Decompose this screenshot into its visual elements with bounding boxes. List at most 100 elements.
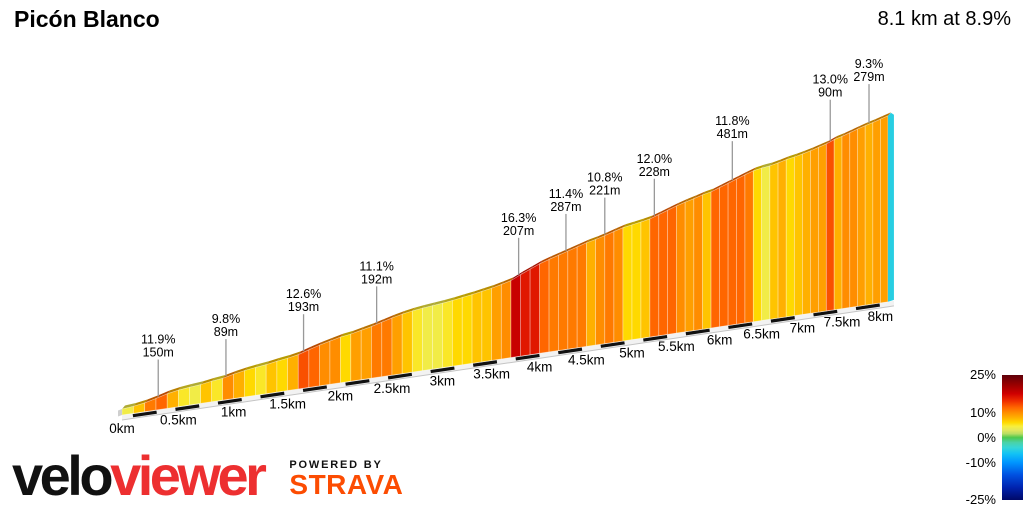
- profile-slice: [841, 132, 851, 309]
- profile-slice: [649, 214, 660, 338]
- profile-slice-ridge: [361, 322, 375, 331]
- profile-slice: [360, 325, 372, 381]
- profile-slice-ridge: [778, 156, 790, 163]
- profile-slice: [510, 274, 521, 358]
- profile-slice-ridge: [640, 215, 653, 222]
- profile-slice-ridge: [728, 175, 740, 184]
- profile-slice-ridge: [167, 386, 182, 394]
- profile-slice-ridge: [849, 125, 861, 133]
- profile-slice-ridge: [402, 307, 416, 315]
- annotation-length-label: 207m: [503, 224, 534, 238]
- annotation-length-label: 481m: [717, 127, 748, 141]
- profile-slice: [422, 305, 433, 372]
- profile-slice-ridge: [133, 399, 148, 407]
- profile-slice: [340, 333, 352, 384]
- x-axis-label: 1km: [221, 405, 247, 420]
- profile-slice: [736, 174, 746, 325]
- profile-slice-ridge: [298, 346, 312, 355]
- profile-slice: [276, 357, 288, 393]
- profile-slice: [222, 373, 234, 401]
- profile-slice: [761, 165, 771, 321]
- logo-velo-text: velo: [12, 444, 114, 507]
- profile-slice-ridge: [558, 247, 571, 256]
- profile-slice: [719, 182, 729, 328]
- profile-start-cap: [118, 409, 122, 417]
- profile-slice: [451, 297, 463, 367]
- profile-slice: [604, 230, 615, 345]
- x-axis-label: 7km: [790, 320, 816, 335]
- profile-slice: [658, 209, 668, 337]
- x-axis-label: 4.5km: [568, 352, 605, 367]
- profile-slice-ridge: [753, 164, 765, 171]
- profile-slice-ridge: [491, 280, 505, 289]
- profile-slice-ridge: [685, 195, 697, 203]
- legend-tick-label: 10%: [969, 404, 996, 420]
- profile-slice: [586, 238, 596, 347]
- profile-slice: [693, 194, 703, 331]
- annotation-length-label: 279m: [853, 70, 884, 84]
- x-axis-label: 6km: [707, 333, 733, 348]
- annotation-grade-label: 9.3%: [855, 57, 884, 71]
- profile-slice-ridge: [719, 179, 732, 188]
- profile-slice: [793, 153, 803, 317]
- profile-slice-ridge: [744, 167, 757, 175]
- profile-slice: [461, 294, 473, 366]
- profile-slice: [189, 384, 201, 406]
- profile-slice: [520, 268, 531, 357]
- profile-slice-ridge: [350, 326, 365, 335]
- profile-slice-ridge: [549, 251, 562, 260]
- profile-slice: [244, 367, 256, 398]
- profile-slice: [777, 159, 787, 319]
- strava-wordmark: STRAVA: [289, 468, 404, 500]
- profile-slice-ridge: [233, 367, 248, 375]
- x-axis-label: 1.5km: [269, 397, 306, 412]
- profile-slice: [371, 321, 383, 379]
- annotation-length-label: 221m: [589, 184, 620, 198]
- profile-slice: [710, 186, 720, 329]
- profile-slice: [529, 263, 540, 356]
- annotation-length-label: 193m: [288, 300, 319, 314]
- profile-slice: [411, 307, 423, 373]
- profile-slice: [613, 227, 624, 343]
- x-axis-label: 7.5km: [824, 315, 861, 330]
- profile-slice-ridge: [658, 206, 671, 215]
- annotation-length-label: 192m: [361, 272, 392, 286]
- profile-slice: [200, 380, 213, 404]
- profile-slice-ridge: [520, 265, 534, 275]
- profile-slice-ridge: [810, 143, 822, 151]
- profile-slice: [287, 354, 299, 391]
- profile-slice: [810, 146, 819, 314]
- profile-slice: [595, 235, 606, 346]
- annotation-grade-label: 11.9%: [141, 333, 176, 347]
- profile-slice: [539, 258, 550, 354]
- profile-slice: [548, 254, 559, 353]
- x-axis-label: 5.5km: [658, 339, 695, 354]
- profile-slice-ridge: [769, 159, 782, 166]
- profile-slice: [785, 156, 795, 318]
- profile-slice-ridge: [222, 370, 237, 379]
- profile-slice-ridge: [530, 260, 543, 270]
- profile-slice-ridge: [842, 129, 853, 137]
- profile-slice: [567, 246, 578, 350]
- gradient-legend-colorbar: [1002, 375, 1023, 500]
- profile-slice-ridge: [308, 341, 323, 350]
- profile-slice: [857, 125, 866, 307]
- profile-slice-ridge: [567, 243, 581, 252]
- annotation-grade-label: 13.0%: [813, 73, 848, 87]
- profile-slice-ridge: [865, 119, 876, 126]
- x-axis-label: 5km: [619, 346, 645, 361]
- profile-slice: [744, 170, 754, 324]
- annotation-grade-label: 11.8%: [715, 114, 750, 128]
- profile-slice: [308, 344, 320, 388]
- profile-slice: [833, 135, 843, 311]
- profile-slice: [265, 360, 278, 395]
- x-axis-label: 6.5km: [743, 326, 780, 341]
- profile-slice-ridge: [189, 381, 204, 388]
- profile-slice-ridge: [786, 153, 798, 160]
- profile-slice: [640, 218, 651, 339]
- profile-slice: [481, 287, 492, 363]
- climb-summary-stat: 8.1 km at 8.9%: [877, 8, 1011, 30]
- profile-slice-ridge: [834, 132, 845, 140]
- profile-slice-ridge: [481, 284, 495, 292]
- legend-tick-label: -10%: [965, 454, 996, 470]
